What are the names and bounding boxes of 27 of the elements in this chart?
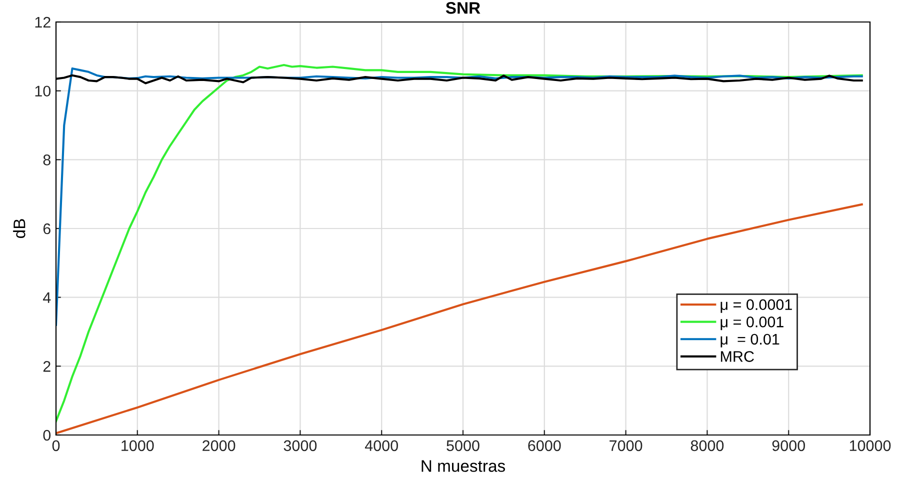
y-tick-label: 6	[43, 223, 50, 234]
x-tick-label: 4000	[364, 440, 398, 452]
y-tick-label: 4	[42, 292, 51, 303]
x-tick-label: 9000	[772, 440, 805, 452]
legend-label: μ = 0.0001	[720, 299, 792, 313]
x-axis-title: N muestras	[422, 460, 506, 472]
chart-title: SNR	[446, 2, 480, 14]
legend-label: MRC	[720, 351, 754, 362]
y-tick-label: 2	[43, 361, 50, 372]
x-tick-label: 10000	[850, 440, 891, 452]
line-series	[56, 203, 863, 434]
y-axis-title: dB	[13, 219, 26, 238]
x-tick-label: 7000	[610, 440, 642, 452]
x-tick-label: 6000	[528, 440, 561, 452]
x-tick-label: 2000	[202, 440, 236, 452]
y-tick-label: 8	[43, 154, 50, 166]
y-tick-label: 12	[35, 16, 50, 28]
legend-label: μ = 0.01	[720, 334, 780, 348]
line-series	[56, 64, 863, 422]
x-tick-label: 0	[52, 440, 60, 452]
x-tick-label: 5000	[446, 440, 480, 452]
y-tick-label: 10	[35, 86, 51, 97]
x-tick-label: 8000	[690, 440, 724, 452]
x-tick-label: 3000	[284, 440, 317, 452]
y-tick-label: 0	[43, 430, 51, 441]
legend-label: μ = 0.001	[720, 316, 784, 330]
x-tick-label: 1000	[122, 440, 154, 452]
